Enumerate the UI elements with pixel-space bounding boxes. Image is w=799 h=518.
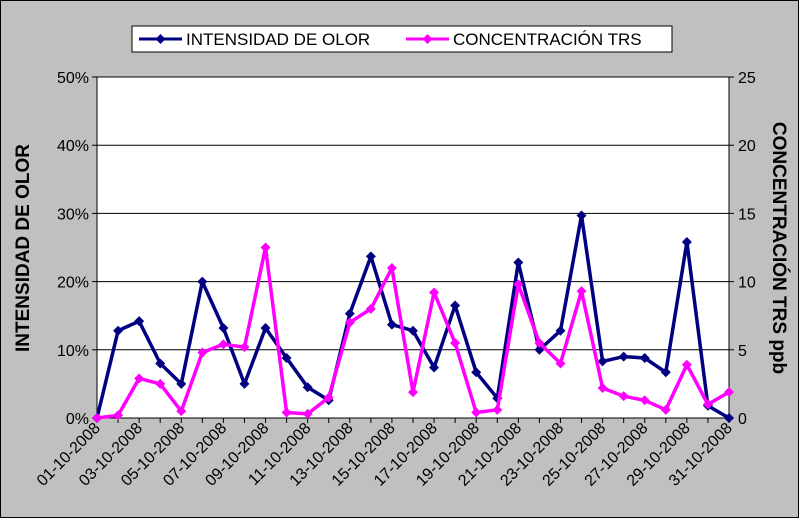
data-point-intensidad (134, 316, 145, 327)
data-point-intensidad (260, 322, 271, 333)
legend-marker-intensidad (155, 34, 166, 44)
data-point-intensidad (724, 413, 734, 423)
right-tick-label: 10 (738, 275, 756, 292)
right-tick-label: 20 (738, 138, 756, 155)
x-axis-tick-labels: 01-10-200803-10-200805-10-200807-10-2008… (34, 420, 736, 490)
data-point-intensidad (218, 322, 229, 333)
data-point-trs (176, 406, 187, 417)
left-tick-label: 0% (66, 411, 89, 428)
data-point-intensidad (660, 367, 671, 378)
data-point-trs (323, 392, 334, 403)
data-point-trs (576, 286, 587, 297)
data-point-trs (113, 410, 124, 421)
data-point-trs (386, 262, 397, 273)
data-point-intensidad (113, 325, 124, 336)
data-point-intensidad (681, 237, 692, 248)
right-tick-label: 5 (738, 343, 747, 360)
data-point-intensidad (344, 308, 355, 319)
data-point-trs (260, 242, 271, 253)
data-point-intensidad (365, 251, 376, 262)
data-point-trs (155, 378, 166, 389)
legend: INTENSIDAD DE OLOR CONCENTRACIÓN TRS (131, 25, 673, 53)
left-tick-label: 50% (57, 70, 89, 87)
data-point-trs (660, 404, 671, 415)
data-point-intensidad (155, 358, 166, 369)
legend-box (131, 25, 673, 53)
legend-label-intensidad: INTENSIDAD DE OLOR (186, 30, 370, 49)
right-tick-label: 25 (738, 70, 756, 87)
left-tick-label: 10% (57, 343, 89, 360)
data-point-intensidad (408, 325, 418, 336)
axes (92, 76, 734, 423)
data-point-intensidad (239, 378, 250, 389)
data-point-trs (429, 287, 440, 298)
data-point-intensidad (471, 367, 482, 378)
data-point-trs (197, 347, 208, 358)
data-point-trs (92, 413, 102, 423)
data-point-trs (702, 399, 713, 410)
data-point-intensidad (639, 352, 650, 363)
data-point-trs (450, 337, 461, 348)
data-point-intensidad (597, 356, 608, 367)
data-point-intensidad (386, 319, 397, 330)
data-point-intensidad (429, 362, 440, 373)
right-tick-label: 0 (738, 411, 747, 428)
data-point-trs (218, 339, 229, 350)
data-point-intensidad (176, 378, 187, 389)
data-point-trs (281, 407, 292, 418)
right-axis-tick-labels: 0 5 10 15 20 25 (738, 70, 756, 428)
legend-marker-trs (422, 34, 433, 44)
data-point-intensidad (618, 351, 629, 362)
data-point-intensidad (281, 352, 292, 363)
data-point-trs (408, 387, 418, 398)
data-point-trs (555, 358, 566, 369)
data-point-trs (239, 342, 250, 353)
data-point-trs (639, 395, 650, 406)
left-axis-title: INTENSIDAD DE OLOR (13, 144, 34, 352)
data-point-intensidad (302, 382, 313, 393)
left-tick-label: 30% (57, 206, 89, 223)
data-point-trs (344, 317, 355, 328)
series (92, 210, 734, 423)
data-point-trs (513, 279, 524, 290)
data-point-trs (492, 404, 503, 415)
left-tick-label: 40% (57, 138, 89, 155)
data-point-intensidad (513, 257, 524, 268)
data-point-intensidad (450, 300, 461, 311)
data-point-trs (618, 391, 629, 402)
data-point-intensidad (576, 210, 587, 221)
series-trs (92, 242, 734, 423)
data-point-trs (597, 382, 608, 393)
legend-label-trs: CONCENTRACIÓN TRS (453, 30, 642, 49)
data-point-trs (534, 337, 545, 348)
data-point-trs (302, 408, 313, 419)
plot-area (96, 76, 730, 419)
right-axis-title: CONCENTRACIÓN TRS ppb (768, 122, 790, 374)
data-point-trs (365, 303, 376, 314)
data-point-trs (724, 387, 734, 398)
data-point-intensidad (555, 325, 566, 336)
right-tick-label: 15 (738, 206, 756, 223)
data-point-trs (681, 359, 692, 370)
data-point-trs (471, 407, 482, 418)
left-tick-label: 20% (57, 275, 89, 292)
left-axis-tick-labels: 0% 10% 20% 30% 40% 50% (57, 70, 89, 428)
data-point-trs (134, 373, 145, 384)
data-point-intensidad (197, 276, 208, 287)
